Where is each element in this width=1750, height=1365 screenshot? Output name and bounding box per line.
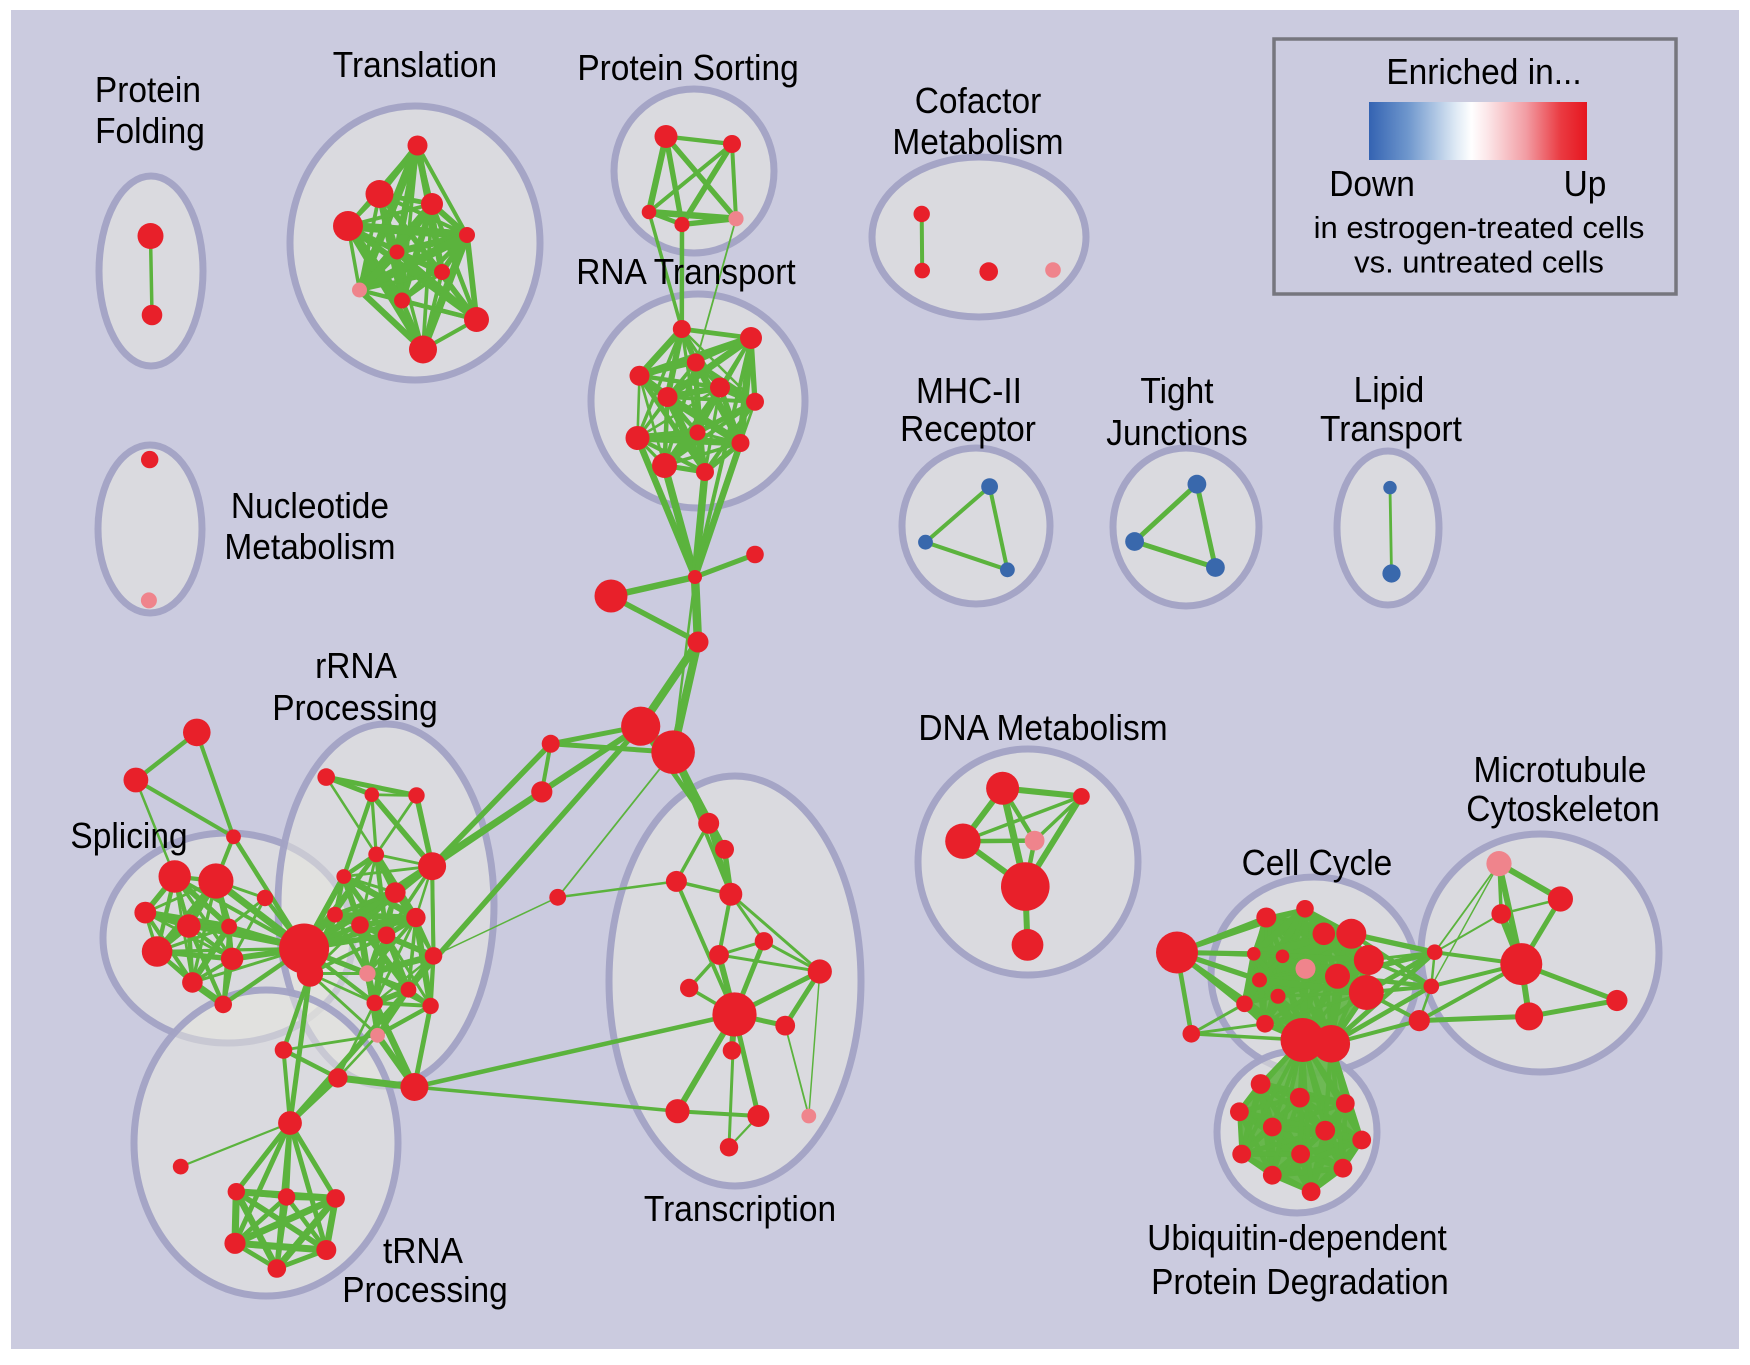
svg-text:Junctions: Junctions	[1106, 414, 1247, 453]
svg-text:Protein Sorting: Protein Sorting	[577, 49, 798, 88]
svg-text:Processing: Processing	[342, 1271, 508, 1310]
svg-text:Metabolism: Metabolism	[224, 528, 395, 567]
svg-text:Transport: Transport	[1320, 410, 1462, 449]
svg-text:Microtubule: Microtubule	[1473, 751, 1646, 790]
svg-text:Cell Cycle: Cell Cycle	[1242, 844, 1393, 883]
svg-text:MHC-II: MHC-II	[916, 372, 1022, 411]
svg-text:Ubiquitin-dependent: Ubiquitin-dependent	[1147, 1219, 1447, 1258]
svg-text:Lipid: Lipid	[1354, 371, 1425, 410]
svg-text:Nucleotide: Nucleotide	[231, 487, 389, 526]
svg-text:in estrogen-treated cells: in estrogen-treated cells	[1314, 210, 1645, 245]
svg-text:Down: Down	[1329, 165, 1415, 204]
svg-text:tRNA: tRNA	[383, 1232, 464, 1271]
svg-text:DNA Metabolism: DNA Metabolism	[918, 709, 1167, 748]
svg-text:Transcription: Transcription	[644, 1190, 836, 1229]
svg-text:Protein Degradation: Protein Degradation	[1151, 1263, 1449, 1302]
svg-text:Cofactor: Cofactor	[915, 82, 1041, 121]
svg-text:Metabolism: Metabolism	[892, 123, 1063, 162]
svg-text:Processing: Processing	[272, 689, 438, 728]
svg-text:RNA Transport: RNA Transport	[576, 253, 796, 292]
svg-text:Tight: Tight	[1140, 372, 1213, 411]
svg-text:Cytoskeleton: Cytoskeleton	[1466, 790, 1659, 829]
svg-text:Enriched in...: Enriched in...	[1386, 53, 1581, 92]
svg-text:Receptor: Receptor	[900, 410, 1036, 449]
svg-text:Splicing: Splicing	[70, 817, 187, 856]
svg-text:Protein: Protein	[95, 71, 201, 110]
svg-text:Folding: Folding	[95, 112, 205, 151]
svg-text:vs. untreated cells: vs. untreated cells	[1354, 245, 1604, 280]
svg-text:Up: Up	[1564, 165, 1607, 204]
svg-text:Translation: Translation	[333, 46, 497, 85]
svg-text:rRNA: rRNA	[315, 647, 398, 686]
